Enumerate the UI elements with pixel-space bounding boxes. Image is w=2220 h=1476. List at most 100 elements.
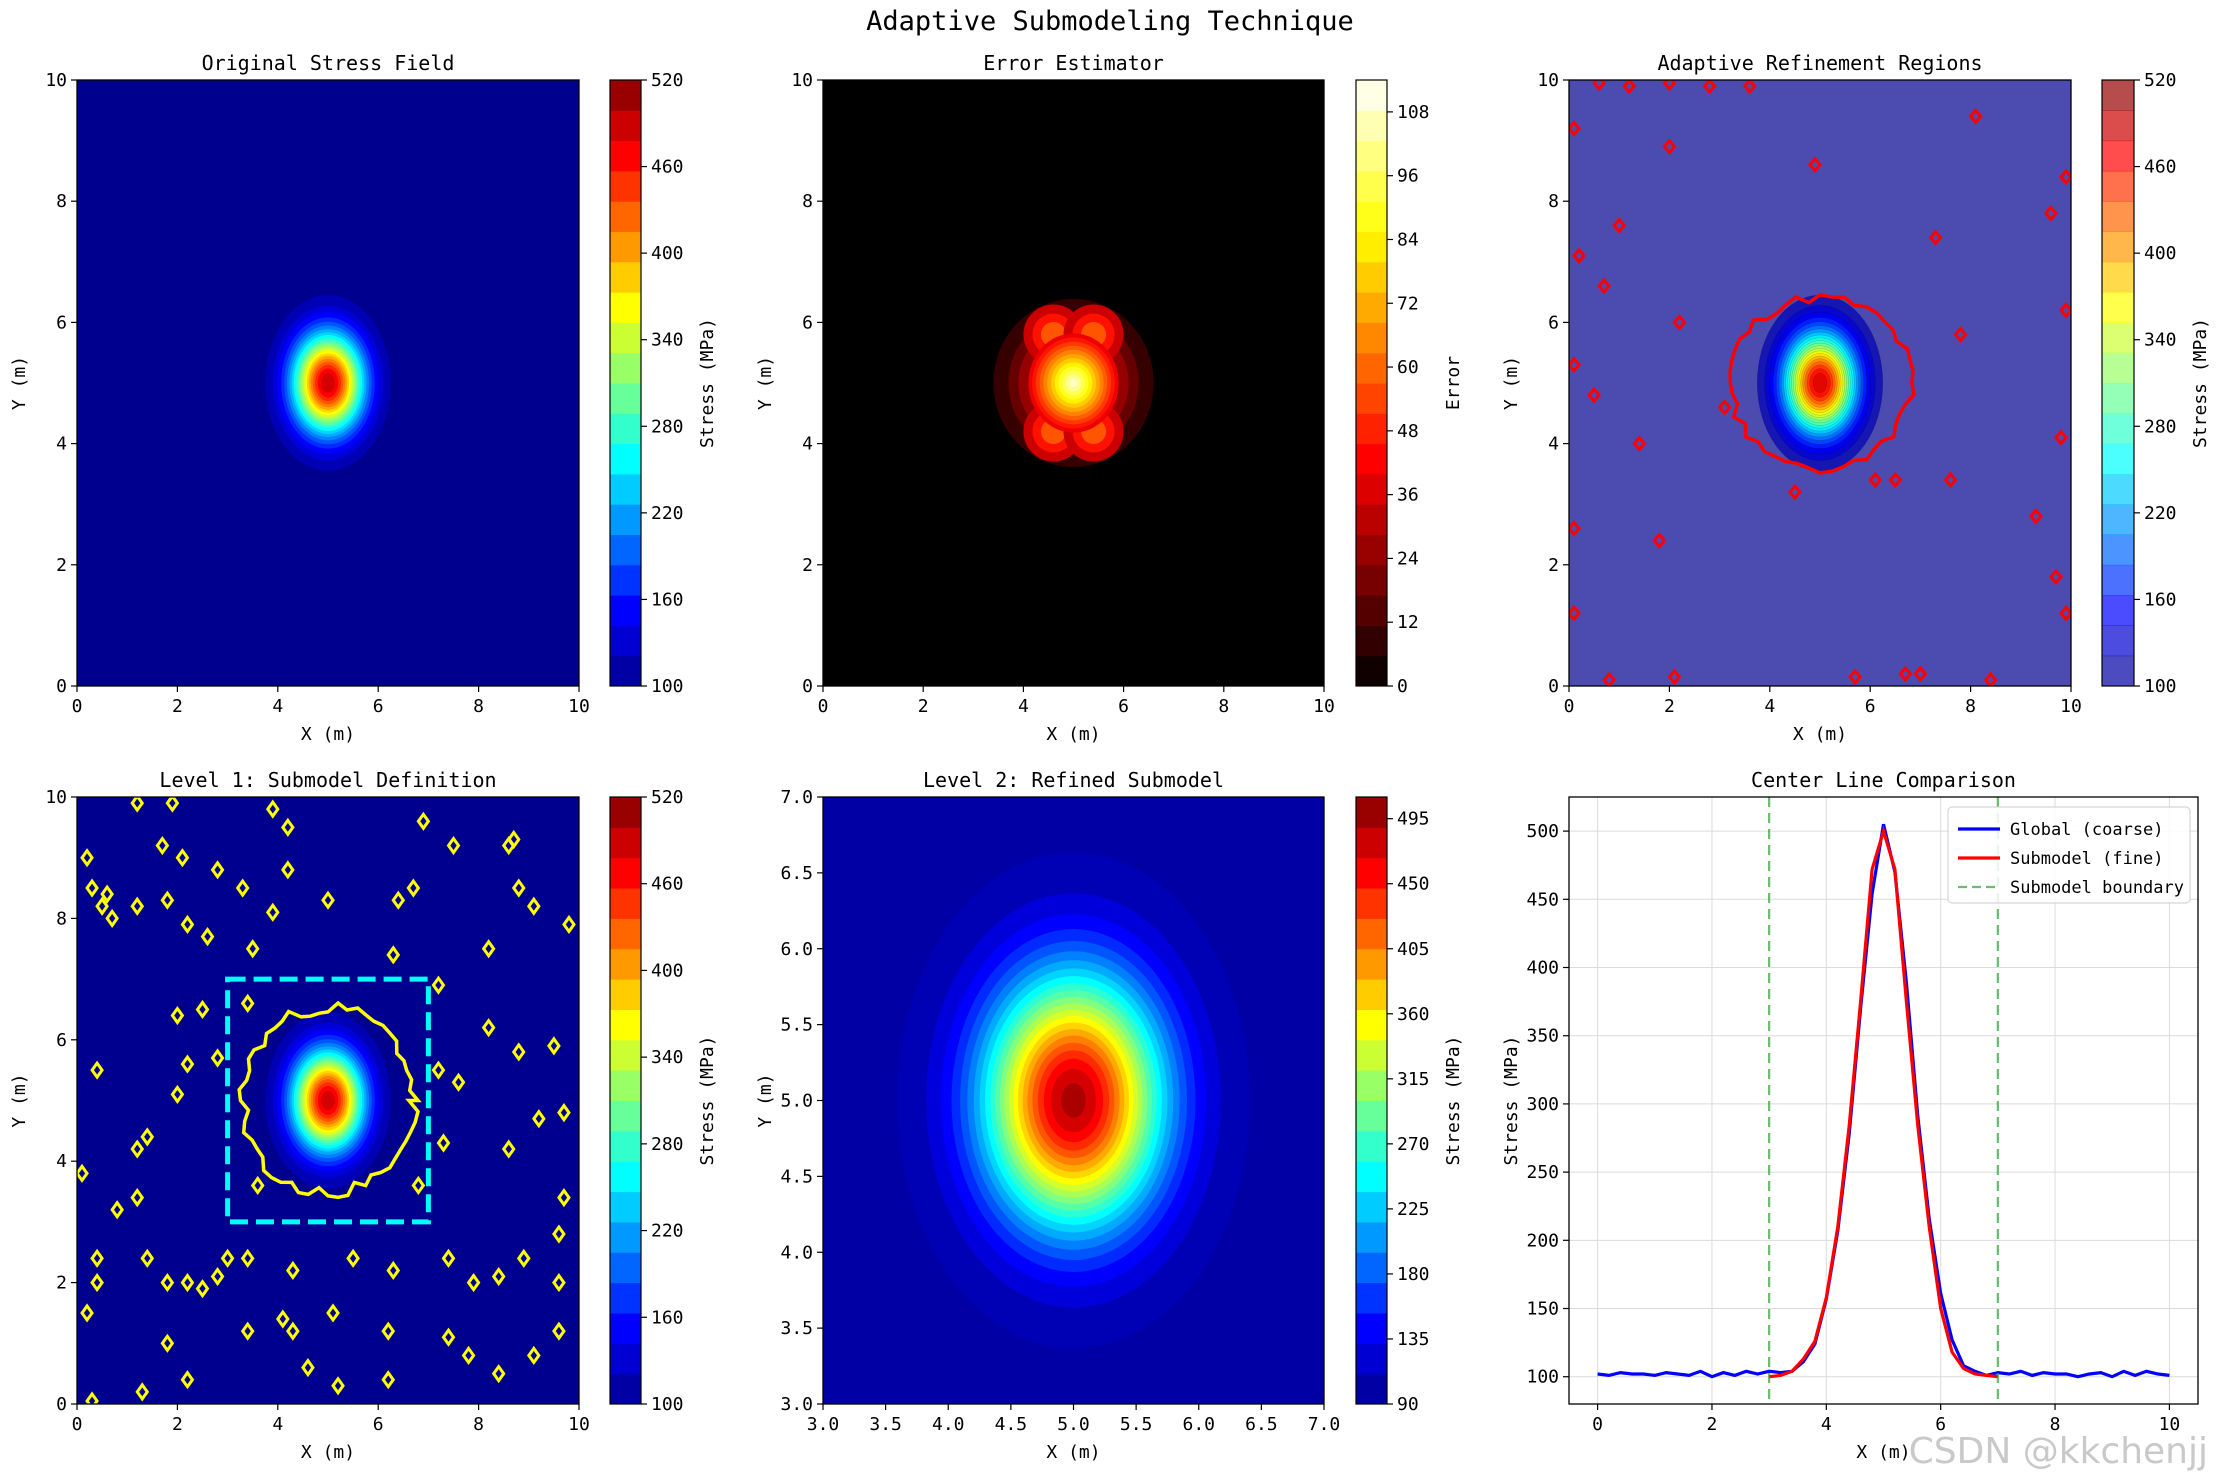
level-spot: [265, 902, 280, 922]
colorbar-segment: [610, 655, 641, 687]
colorbar-segment: [610, 1009, 641, 1041]
level-spot: [552, 1321, 566, 1341]
colorbar-segment: [610, 383, 641, 414]
colorbar-segment: [1356, 504, 1387, 535]
colorbar-tick-label: 220: [651, 1221, 684, 1242]
line-chart: [1569, 797, 2198, 1404]
colorbar-segment: [2102, 140, 2134, 172]
colorbar-border: [1355, 79, 1388, 687]
colorbar-segment: [610, 231, 641, 263]
level-spot: [346, 1248, 360, 1268]
y-tick-label: 450: [1526, 889, 1559, 910]
level-spot: [140, 1248, 155, 1268]
x-tick-label: 6: [1118, 696, 1129, 717]
colorbar-tick-label: 280: [651, 416, 684, 437]
colorbar-segment: [2102, 383, 2134, 414]
series-line: [1768, 825, 1999, 1379]
level-spot: [386, 945, 401, 965]
colorbar-segment: [610, 413, 641, 445]
colorbar-segment: [1356, 1221, 1387, 1253]
colorbar-segment: [610, 322, 641, 354]
colorbar-segment: [610, 888, 641, 919]
watermark: CSDN @kkchenjj: [1908, 1431, 2208, 1472]
level-spot: [240, 1248, 255, 1268]
level-spot: [275, 1309, 290, 1329]
colorbar-tick-label: 280: [2144, 416, 2177, 437]
colorbar-tick-label: 160: [651, 1307, 684, 1328]
y-tick-label: 5.0: [780, 1091, 813, 1112]
refinement-spot: [1572, 247, 1586, 265]
x-tick-label: 8: [473, 1414, 484, 1435]
y-axis-label: Stress (MPa): [1501, 1035, 1522, 1165]
y-axis-label: Y (m): [1501, 356, 1522, 410]
colorbar-tick-label: 12: [1397, 612, 1419, 633]
axes-frame: 3.0 3.5 4.0 4.5 5.0 5.5 6.0 6.5 7.0 3.0 3.5 4.0 4.5 5…: [755, 768, 1340, 1463]
level-spot: [240, 1321, 255, 1341]
axes-frame: 0 2 4 6 8 10 0 2 4 6 8 10 Original Stress Field X (m)…: [9, 51, 590, 745]
colorbar-segment: [1356, 1252, 1387, 1284]
y-tick-label: 4: [56, 434, 67, 455]
y-axis-label: Y (m): [9, 356, 30, 410]
x-tick-label: 4: [272, 1414, 283, 1435]
level-spot: [466, 1273, 481, 1293]
colorbar-border: [609, 79, 642, 687]
colorbar-segment: [1356, 1130, 1387, 1162]
colorbar-tick-label: 360: [1397, 1004, 1430, 1025]
level-spot: [441, 1248, 456, 1268]
level-spot: [286, 1321, 300, 1341]
colorbar-segment: [2102, 473, 2134, 505]
colorbar-segment: [2102, 80, 2134, 111]
colorbar-tick-label: 48: [1397, 421, 1419, 442]
colorbar-tick-label: 100: [2144, 676, 2177, 697]
level-spot: [180, 1054, 195, 1074]
y-tick-label: 3.0: [780, 1394, 813, 1415]
colorbar-segment: [2102, 201, 2134, 232]
colorbar-segment: [610, 797, 641, 828]
y-tick-label: 6.0: [780, 939, 813, 960]
x-tick-label: 4: [1764, 696, 1775, 717]
y-tick-label: 0: [56, 676, 67, 697]
level-spot: [130, 896, 145, 916]
y-tick-label: 6: [1548, 312, 1559, 333]
refinement-spot: [1597, 277, 1612, 295]
colorbar-segment: [1356, 1191, 1387, 1223]
figure-title: Adaptive Submodeling Technique: [866, 6, 1354, 37]
axes-frame: 0 2 4 6 8 10 0 2 4 6 8 10 Error Estimator X (m) Y (m): [755, 51, 1335, 745]
refinement-spot: [1717, 398, 1732, 416]
colorbar-segment: [1356, 170, 1387, 202]
colorbar-tick-label: 460: [2144, 157, 2177, 178]
colorbar-segment: [1356, 413, 1387, 445]
refinement-spot: [1662, 80, 1677, 92]
level-spot: [80, 848, 94, 868]
colorbar: 0 12 24 36 48 60 72 84 96 108 Error: [1355, 79, 1464, 697]
colorbar-tick-label: 160: [2144, 589, 2177, 610]
colorbar: 100 160 220 280 340 400 460 520 Stress (MPa): [609, 787, 718, 1415]
level-spot: [195, 1279, 210, 1299]
level-spot: [160, 1273, 175, 1293]
refinement-spot: [1652, 532, 1667, 549]
colorbar-segment: [1356, 443, 1387, 475]
y-tick-label: 100: [1526, 1367, 1559, 1388]
level-spot: [411, 1175, 426, 1196]
y-tick-label: 2: [56, 1273, 67, 1294]
colorbar-segment: [610, 110, 641, 142]
y-tick-label: 8: [56, 908, 67, 929]
y-tick-label: 4: [802, 434, 813, 455]
colorbar-segment: [2102, 110, 2134, 142]
level-spot: [547, 1036, 561, 1056]
x-tick-label: 10: [1313, 696, 1335, 717]
colorbar-label: Stress (MPa): [2190, 318, 2211, 448]
x-tick-label: 4: [272, 696, 283, 717]
colorbar-segment: [2102, 625, 2134, 657]
colorbar-segment: [1356, 595, 1387, 626]
level-spot: [557, 1103, 571, 1123]
stress-band: [321, 1090, 335, 1111]
y-tick-label: 8: [56, 191, 67, 212]
colorbar-segment: [610, 857, 641, 889]
level-spot: [526, 1345, 541, 1366]
level-spot: [140, 1127, 155, 1147]
colorbar-segment: [1356, 625, 1387, 657]
level-spot: [441, 1327, 456, 1347]
colorbar-tick-label: 400: [651, 960, 684, 981]
x-tick-label: 0: [1592, 1414, 1603, 1435]
